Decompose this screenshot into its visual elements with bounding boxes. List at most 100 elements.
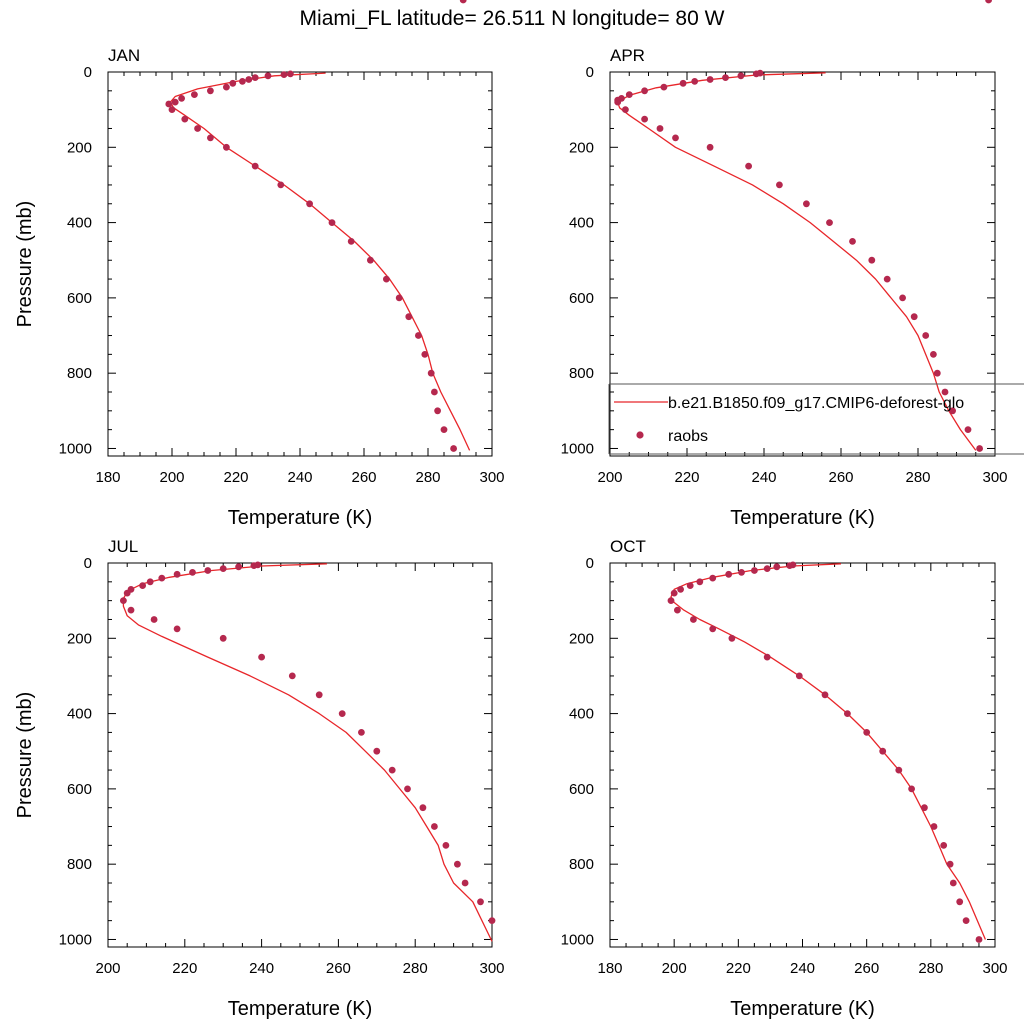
x-tick-label: 200 — [159, 469, 184, 486]
raobs-point — [328, 219, 336, 227]
y-tick-label: 0 — [586, 64, 594, 81]
raobs-point — [949, 879, 957, 887]
raobs-point — [776, 181, 783, 189]
raobs-point — [223, 83, 230, 91]
raobs-point — [315, 691, 323, 699]
raobs-point — [419, 804, 427, 812]
raobs-point — [773, 563, 781, 571]
y-tick-label: 0 — [84, 555, 92, 572]
raobs-point — [421, 351, 429, 358]
raobs-point — [223, 143, 230, 151]
raobs-point — [477, 898, 484, 906]
raobs-point — [288, 672, 296, 680]
x-tick-label: 300 — [982, 469, 1007, 486]
raobs-point — [738, 569, 745, 576]
raobs-point — [150, 616, 158, 623]
raobs-point — [691, 78, 699, 85]
x-tick-label: 300 — [479, 469, 504, 486]
raobs-point — [763, 653, 771, 661]
raobs-point — [405, 313, 413, 321]
raobs-point — [450, 445, 457, 452]
x-tick-label: 300 — [479, 960, 504, 977]
raobs-point — [786, 562, 794, 569]
y-tick-label: 600 — [569, 781, 594, 798]
raobs-point — [173, 570, 181, 578]
raobs-point — [975, 936, 983, 943]
raobs-point — [763, 565, 771, 572]
x-tick-label: 260 — [854, 960, 879, 977]
raobs-point — [883, 275, 891, 283]
y-tick-label: 400 — [67, 706, 92, 723]
x-tick-label: 200 — [662, 960, 687, 977]
y-tick-label: 0 — [586, 555, 594, 572]
y-tick-label: 800 — [67, 365, 92, 382]
raobs-point — [219, 634, 227, 642]
x-tick-label: 240 — [751, 469, 776, 486]
y-tick-label: 0 — [84, 64, 92, 81]
raobs-point — [879, 747, 887, 755]
raobs-point — [251, 74, 259, 81]
y-tick-label: 600 — [569, 290, 594, 307]
plot-frame — [107, 562, 493, 948]
plot-frame — [107, 71, 493, 457]
raobs-point — [207, 87, 214, 95]
raobs-point — [251, 162, 259, 170]
raobs-point — [440, 426, 448, 433]
x-tick-label: 220 — [726, 960, 751, 977]
raobs-point — [614, 98, 622, 106]
raobs-point — [722, 74, 729, 81]
x-tick-label: 200 — [95, 960, 120, 977]
raobs-point — [146, 578, 154, 586]
raobs-point — [895, 766, 903, 774]
y-tick-label: 1000 — [59, 931, 92, 948]
y-tick-label: 400 — [569, 706, 594, 723]
raobs-point — [706, 143, 714, 151]
raobs-point — [949, 407, 956, 415]
raobs-point — [250, 562, 258, 569]
legend-marker-swatch — [636, 431, 644, 439]
raobs-point — [431, 388, 438, 396]
raobs-point — [264, 72, 272, 80]
raobs-point — [258, 653, 265, 661]
raobs-point — [442, 842, 450, 849]
x-axis-title: Temperature (K) — [730, 998, 875, 1020]
raobs-point — [728, 634, 736, 642]
raobs-point — [709, 574, 717, 582]
panel-jul: JUL 200 220 240 260 280 300 0 200 400 600 800 1000 Te… — [14, 537, 505, 1020]
panel-oct: OCT 180 200 220 240 260 280 300 0 200 400 600 800 100… — [561, 0, 1008, 1020]
raobs-point — [930, 823, 938, 830]
raobs-point — [178, 95, 186, 102]
y-tick-label: 200 — [569, 139, 594, 156]
x-tick-label: 240 — [790, 960, 815, 977]
raobs-point — [946, 860, 954, 868]
x-tick-label: 180 — [597, 960, 622, 977]
raobs-point — [863, 729, 871, 736]
raobs-point — [280, 71, 288, 78]
y-axis-title: Pressure (mb) — [14, 201, 36, 328]
raobs-point — [459, 0, 467, 4]
raobs-point — [622, 106, 629, 113]
x-axis-title: Temperature (K) — [730, 507, 875, 529]
raobs-point — [910, 313, 918, 321]
raobs-point — [709, 625, 717, 633]
raobs-point — [941, 388, 949, 396]
raobs-point — [976, 445, 983, 452]
raobs-point — [383, 275, 390, 283]
y-tick-label: 800 — [67, 856, 92, 873]
raobs-point — [751, 567, 758, 574]
raobs-point — [674, 606, 681, 614]
x-axis-title: Temperature (K) — [228, 507, 373, 529]
panel-label: JUL — [108, 537, 138, 556]
panel-label: APR — [610, 46, 645, 65]
raobs-point — [120, 597, 127, 604]
raobs-point — [127, 606, 135, 614]
raobs-point — [795, 672, 803, 680]
raobs-point — [245, 76, 253, 83]
x-tick-label: 280 — [415, 469, 440, 486]
raobs-point — [962, 917, 970, 924]
raobs-point — [940, 842, 948, 849]
y-tick-label: 1000 — [59, 440, 92, 457]
x-tick-label: 260 — [351, 469, 376, 486]
y-tick-label: 200 — [569, 630, 594, 647]
raobs-point — [454, 860, 461, 868]
